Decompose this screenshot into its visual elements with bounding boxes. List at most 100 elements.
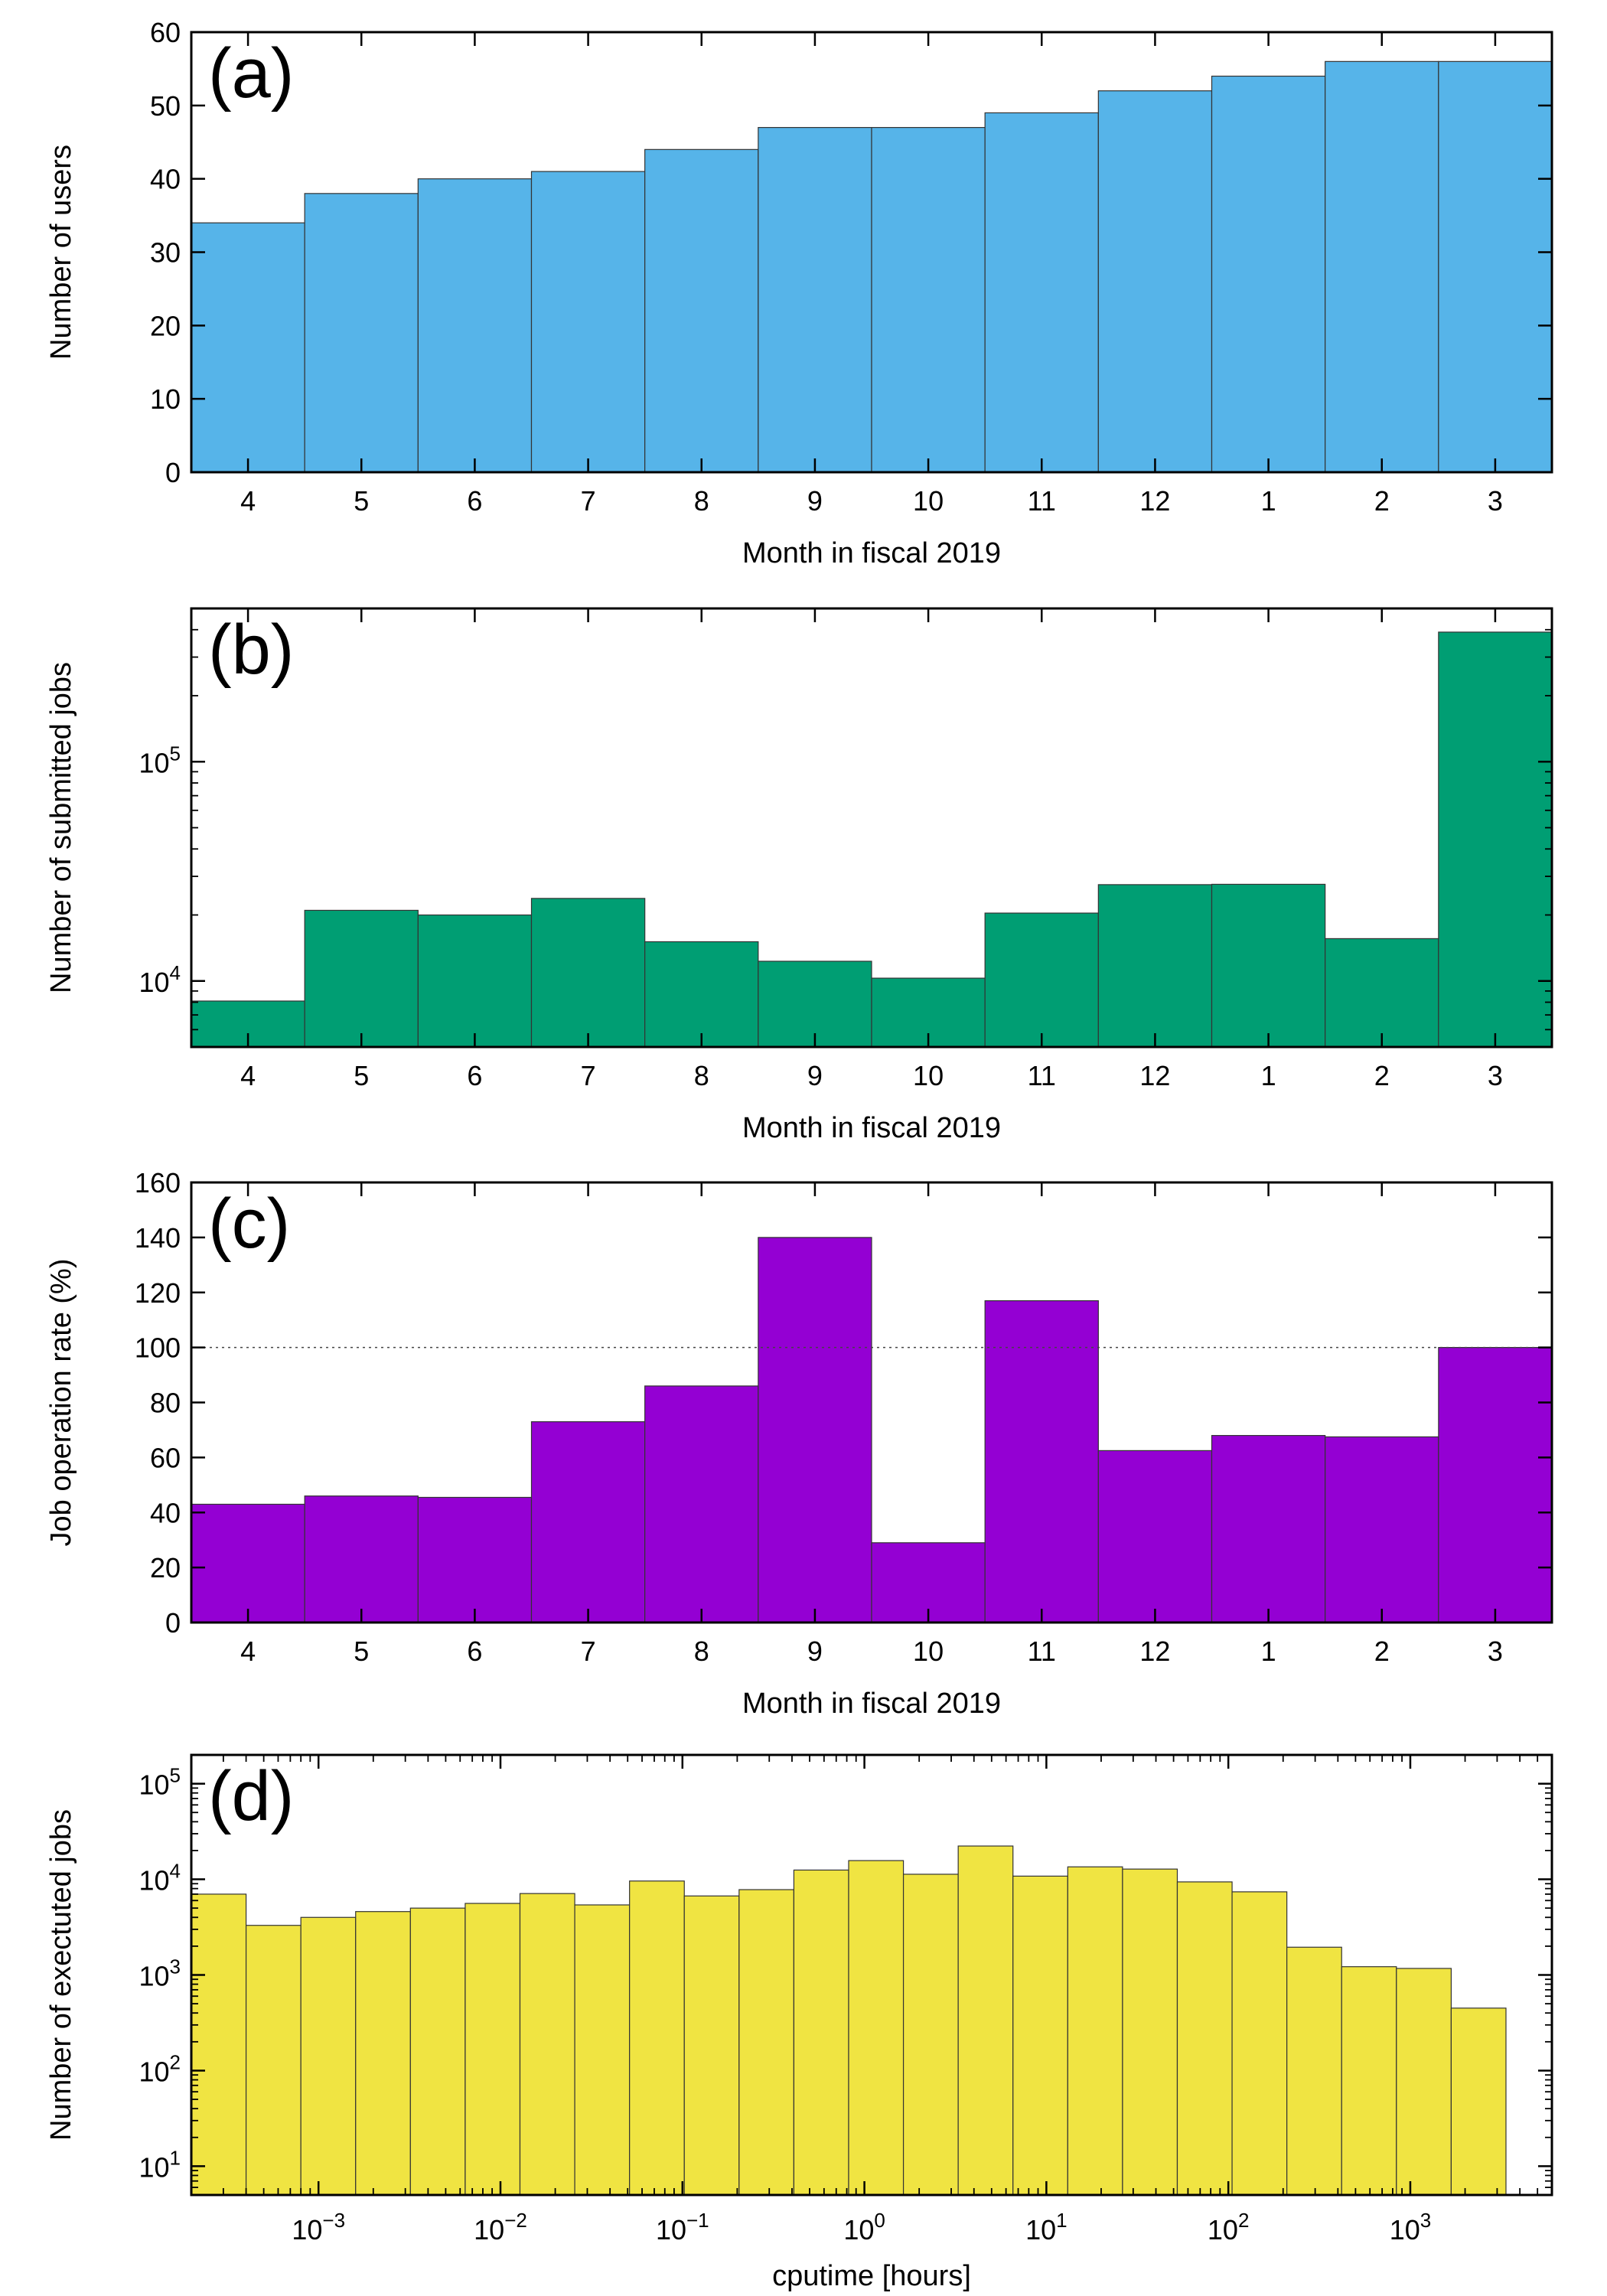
x-tick-label: 10 <box>913 485 944 517</box>
bar <box>758 126 872 473</box>
bar <box>1097 90 1213 473</box>
bar <box>1438 1347 1553 1623</box>
bar <box>1097 1450 1213 1623</box>
bar <box>417 914 533 1048</box>
histogram-bar <box>683 1895 740 2196</box>
panel-label: (a) <box>208 34 294 113</box>
y-tick-label: 60 <box>150 17 181 48</box>
bar <box>758 1237 872 1623</box>
x-tick-label: 3 <box>1488 485 1503 517</box>
bar <box>984 912 1099 1048</box>
y-tick-label: 40 <box>150 1497 181 1528</box>
x-tick-label: 11 <box>1028 1060 1056 1091</box>
x-tick-label: 2 <box>1374 485 1390 517</box>
bar <box>1325 1436 1439 1623</box>
y-tick-label: 60 <box>150 1442 181 1473</box>
x-tick-label: 3 <box>1488 1060 1503 1091</box>
bar <box>530 171 646 473</box>
x-tick-label: 9 <box>807 485 823 517</box>
histogram-bar <box>1450 2007 1507 2196</box>
bar <box>304 1495 419 1623</box>
histogram-bar <box>1396 1968 1452 2196</box>
x-tick-label: 5 <box>354 1060 369 1091</box>
histogram-bar <box>1122 1868 1178 2196</box>
x-tick-label: 3 <box>1488 1636 1503 1667</box>
panel-label: (b) <box>208 611 294 689</box>
histogram-bar <box>629 1880 685 2196</box>
y-tick-label: 104 <box>139 961 181 998</box>
x-tick-label: 5 <box>354 1636 369 1667</box>
bar <box>644 941 759 1048</box>
x-tick-label: 8 <box>694 1636 709 1667</box>
histogram-bar <box>1341 1966 1397 2196</box>
bar <box>417 1496 533 1623</box>
y-tick-label: 20 <box>150 1552 181 1583</box>
x-tick-label: 1 <box>1261 1060 1276 1091</box>
bar <box>1325 60 1439 473</box>
x-tick-label: 8 <box>694 485 709 517</box>
histogram-bar <box>519 1893 575 2196</box>
bar <box>417 178 533 473</box>
histogram-bar <box>848 1860 905 2196</box>
panel-label: (c) <box>208 1185 290 1263</box>
y-tick-label: 0 <box>165 457 181 488</box>
x-tick-label: 9 <box>807 1060 823 1091</box>
y-axis-label: Number of exectuted jobs <box>45 1809 77 2141</box>
x-tick-label: 1 <box>1261 485 1276 517</box>
x-tick-label: 9 <box>807 1636 823 1667</box>
bar <box>984 112 1099 473</box>
x-tick-label: 7 <box>581 485 596 517</box>
histogram-bar <box>245 1925 302 2196</box>
x-tick-label: 4 <box>240 485 256 517</box>
histogram-bar <box>355 1911 411 2196</box>
x-tick-label: 11 <box>1028 485 1056 517</box>
bar <box>304 909 419 1048</box>
y-tick-label: 140 <box>135 1222 181 1254</box>
x-tick-label: 4 <box>240 1636 256 1667</box>
x-tick-label: 100 <box>843 2209 885 2245</box>
x-tick-label: 101 <box>1025 2209 1068 2245</box>
x-tick-label: 10−2 <box>474 2209 527 2245</box>
y-tick-label: 103 <box>139 1955 181 1992</box>
y-tick-label: 101 <box>139 2146 181 2183</box>
x-tick-label: 7 <box>581 1060 596 1091</box>
y-tick-label: 104 <box>139 1860 181 1896</box>
histogram-bar <box>1286 1946 1342 2196</box>
x-tick-label: 11 <box>1028 1636 1056 1667</box>
bar <box>1438 60 1553 473</box>
y-axis-label: Number of users <box>45 145 77 360</box>
x-axis-label: Month in fiscal 2019 <box>742 1112 1001 1144</box>
bar <box>1211 883 1326 1048</box>
histogram-bar <box>793 1869 849 2196</box>
bar <box>304 193 419 473</box>
y-tick-label: 105 <box>139 1764 181 1801</box>
x-tick-label: 12 <box>1139 485 1170 517</box>
x-tick-label: 102 <box>1208 2209 1250 2245</box>
histogram-bar <box>574 1904 631 2196</box>
x-tick-label: 10 <box>913 1060 944 1091</box>
x-tick-label: 2 <box>1374 1636 1390 1667</box>
x-tick-label: 4 <box>240 1060 256 1091</box>
bar <box>1211 1435 1326 1623</box>
histogram-bar <box>409 1907 466 2196</box>
bar <box>191 222 305 473</box>
histogram-bar <box>738 1889 795 2196</box>
histogram-bar <box>1012 1875 1068 2196</box>
histogram-bar <box>464 1903 521 2196</box>
bar <box>644 1385 759 1623</box>
chart-panel-d: 101 102 103 104 105 10−3 10−2 10−1 100 101 102 103 c… <box>45 1753 1553 2292</box>
histogram-bar <box>191 1893 247 2196</box>
bar <box>1097 884 1213 1048</box>
y-tick-label: 100 <box>135 1332 181 1364</box>
y-tick-label: 10 <box>150 383 181 415</box>
panel-label: (d) <box>208 1757 294 1835</box>
y-axis-label: Number of submitted jobs <box>45 662 77 993</box>
x-axis-label: Month in fiscal 2019 <box>742 537 1001 569</box>
y-tick-label: 50 <box>150 90 181 122</box>
x-tick-label: 12 <box>1139 1636 1170 1667</box>
y-tick-label: 105 <box>139 742 181 778</box>
y-tick-label: 20 <box>150 310 181 341</box>
